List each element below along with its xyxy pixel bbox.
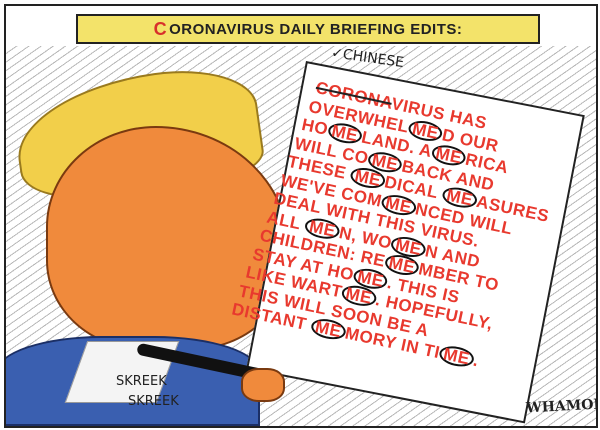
briefing-text: CORONAVIRUS HAS OVERWHELMED OUR HOMELAND.…	[230, 78, 567, 379]
sfx-1: SKREEK	[116, 374, 167, 389]
sfx-2: SKREEK	[128, 394, 179, 409]
face	[46, 126, 290, 350]
text-segment: .	[471, 350, 481, 371]
banner-title: ORONAVIRUS DAILY BRIEFING EDITS:	[169, 20, 463, 38]
title-banner: C ORONAVIRUS DAILY BRIEFING EDITS:	[76, 14, 540, 44]
cartoon-frame: C ORONAVIRUS DAILY BRIEFING EDITS: ✓CHIN…	[4, 4, 598, 428]
banner-c: C	[153, 18, 168, 39]
hand	[241, 368, 285, 402]
